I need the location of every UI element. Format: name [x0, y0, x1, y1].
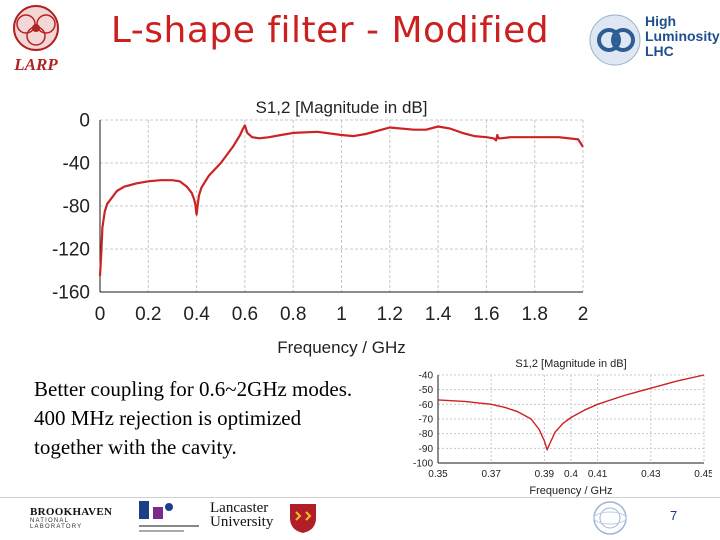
y-tick-label: -60: [419, 400, 434, 411]
x-tick-label: 0.6: [232, 304, 258, 325]
y-tick-label: -90: [419, 444, 434, 455]
x-tick-label: 1.6: [473, 304, 499, 325]
high-luminosity-lhc-logo: [589, 14, 641, 66]
larp-text: LARP: [13, 55, 58, 74]
brookhaven-subtitle: NATIONAL LABORATORY: [30, 518, 83, 530]
brookhaven-logo: BROOKHAVEN NATIONAL LABORATORY: [30, 506, 122, 530]
x-tick-label: 1.2: [377, 304, 403, 325]
main-chart: 0 0.2 0.4 0.6 0.8 1 1.2 1.4 1.6 1.8 2 0 -40 -80 -120 -1…: [52, 98, 589, 357]
y-tick-label: -80: [63, 197, 90, 218]
series-line: [98, 124, 584, 276]
lancaster-name: Lancaster: [210, 500, 269, 516]
x-tick-label: 0: [95, 304, 106, 325]
caption-line: Better coupling for 0.6~2GHz modes.: [34, 377, 353, 401]
y-tick-label: -120: [52, 240, 90, 261]
y-tick-label: -80: [419, 429, 434, 440]
x-tick-label: 0.39: [535, 469, 555, 480]
hl-line-1: High: [645, 13, 677, 29]
y-tick-label: -160: [52, 283, 90, 304]
hl-line-3: LHC: [645, 43, 674, 59]
x-tick-label: 0.43: [641, 469, 661, 480]
y-tick-label: -70: [419, 415, 434, 426]
caption-line: together with the cavity.: [34, 435, 237, 459]
slide-title: L-shape filter - Modified: [110, 10, 550, 51]
chart-title: S1,2 [Magnitude in dB]: [515, 358, 626, 370]
x-tick-label: 1: [336, 304, 347, 325]
brookhaven-name: BROOKHAVEN: [30, 506, 113, 518]
series-line: [437, 374, 705, 451]
lancaster-university-logo: Lancaster University: [210, 500, 322, 534]
larp-logo: LARP: [13, 5, 59, 74]
y-tick-label: 0: [79, 111, 90, 132]
x-tick-label: 1.8: [521, 304, 547, 325]
y-tick-label: -50: [419, 385, 434, 396]
x-tick-label: 0.41: [588, 469, 608, 480]
x-tick-label: 2: [578, 304, 589, 325]
inset-chart: 0.35 0.37 0.39 0.4 0.41 0.43 0.45 -40 -50 -60 -70 -…: [413, 358, 712, 497]
x-tick-label: 0.35: [428, 469, 448, 480]
cern-logo: [593, 501, 627, 535]
x-tick-label: 0.45: [694, 469, 712, 480]
x-tick-label: 0.37: [481, 469, 501, 480]
caption-line: 400 MHz rejection is optimized: [34, 406, 302, 430]
caption-text: Better coupling for 0.6~2GHz modes. 400 …: [34, 375, 414, 462]
chart-title: S1,2 [Magnitude in dB]: [255, 98, 427, 117]
x-axis-label: Frequency / GHz: [529, 485, 612, 497]
hl-line-2: Luminosity: [645, 28, 720, 44]
x-tick-label: 0.4: [564, 469, 578, 480]
x-axis-label: Frequency / GHz: [277, 338, 406, 357]
university-name: University: [210, 514, 274, 530]
x-tick-label: 1.4: [425, 304, 452, 325]
page-number: 7: [670, 508, 678, 523]
x-tick-label: 0.4: [183, 304, 210, 325]
y-tick-label: -100: [413, 459, 433, 470]
y-tick-label: -40: [63, 154, 90, 175]
footer-divider: [0, 497, 720, 498]
lancaster-crest-icon: [290, 504, 316, 533]
x-tick-label: 0.2: [135, 304, 161, 325]
y-tick-label: -40: [419, 371, 434, 382]
fermilab-logo: [139, 501, 199, 532]
high-luminosity-lhc-text: High Luminosity LHC: [645, 14, 720, 59]
x-tick-label: 0.8: [280, 304, 306, 325]
